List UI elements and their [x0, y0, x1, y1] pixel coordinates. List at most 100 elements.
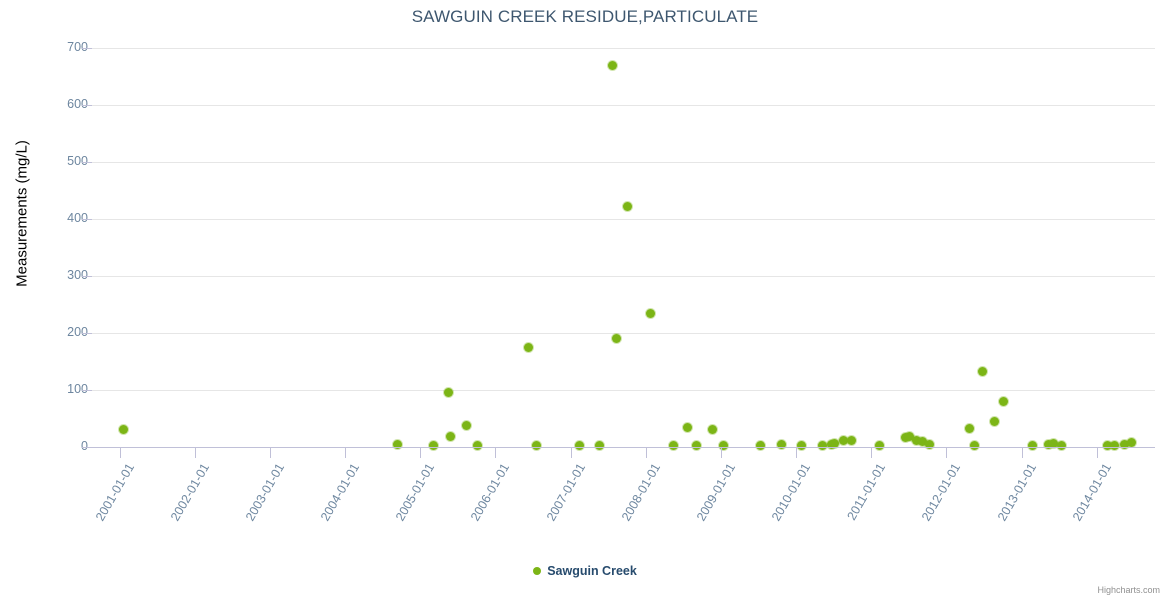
data-point[interactable]	[846, 436, 856, 446]
data-point[interactable]	[428, 441, 438, 451]
data-point[interactable]	[623, 201, 633, 211]
y-tick-label: 400	[67, 211, 88, 225]
data-point[interactable]	[1109, 440, 1119, 450]
data-point[interactable]	[978, 367, 988, 377]
y-tick-label: 700	[67, 40, 88, 54]
data-point[interactable]	[875, 441, 885, 451]
data-point[interactable]	[575, 441, 585, 451]
data-point[interactable]	[839, 435, 849, 445]
x-tick-mark	[946, 448, 948, 458]
data-point[interactable]	[444, 387, 454, 397]
data-point[interactable]	[532, 440, 542, 450]
x-tick-mark	[1021, 448, 1023, 458]
data-point[interactable]	[1127, 437, 1137, 447]
x-tick-label: 2005-01-01	[393, 461, 438, 524]
x-tick-mark	[871, 448, 873, 458]
y-tick-label: 500	[67, 154, 88, 168]
x-tick-label: 2008-01-01	[618, 461, 663, 524]
data-point[interactable]	[904, 432, 914, 442]
y-tick-mark	[82, 333, 92, 334]
x-axis-line	[92, 447, 1155, 448]
data-point[interactable]	[1043, 439, 1053, 449]
x-tick-mark	[645, 448, 647, 458]
gridline	[92, 276, 1155, 277]
y-tick-label: 100	[67, 382, 88, 396]
y-tick-mark	[82, 162, 92, 163]
x-tick-label: 2007-01-01	[543, 461, 588, 524]
chart-legend: Sawguin Creek	[0, 564, 1170, 578]
data-point[interactable]	[719, 441, 729, 451]
data-point[interactable]	[669, 441, 679, 451]
chart-title: SAWGUIN CREEK RESIDUE,PARTICULATE	[411, 7, 759, 26]
data-point[interactable]	[1049, 439, 1059, 449]
data-point[interactable]	[796, 440, 806, 450]
legend-marker-icon	[533, 567, 542, 575]
x-tick-label: 2006-01-01	[468, 461, 513, 524]
data-point[interactable]	[776, 440, 786, 450]
y-tick-label: 200	[67, 325, 88, 339]
data-point[interactable]	[392, 439, 402, 449]
data-point[interactable]	[523, 342, 533, 352]
credits-link[interactable]: Highcharts.com	[1097, 585, 1160, 595]
data-point[interactable]	[472, 441, 482, 451]
y-tick-mark	[82, 219, 92, 220]
x-tick-mark	[721, 448, 723, 458]
gridline	[92, 390, 1155, 391]
data-point[interactable]	[912, 435, 922, 445]
data-point[interactable]	[964, 423, 974, 433]
data-point[interactable]	[924, 439, 934, 449]
data-point[interactable]	[646, 308, 656, 318]
x-tick-mark	[495, 448, 497, 458]
x-tick-mark	[344, 448, 346, 458]
x-tick-label: 2004-01-01	[318, 461, 363, 524]
data-point[interactable]	[446, 431, 456, 441]
data-point[interactable]	[755, 440, 765, 450]
x-tick-mark	[570, 448, 572, 458]
gridline	[92, 105, 1155, 106]
data-point[interactable]	[682, 422, 692, 432]
plot-area	[92, 48, 1155, 451]
x-tick-label: 2002-01-01	[167, 461, 212, 524]
data-point[interactable]	[1057, 440, 1067, 450]
x-tick-mark	[194, 448, 196, 458]
data-point[interactable]	[969, 441, 979, 451]
legend-item-label: Sawguin Creek	[547, 564, 637, 578]
data-point[interactable]	[707, 425, 717, 435]
gridline	[92, 48, 1155, 49]
y-tick-label: 0	[81, 439, 88, 453]
y-tick-mark	[82, 105, 92, 106]
data-point[interactable]	[594, 441, 604, 451]
data-point[interactable]	[1120, 440, 1130, 450]
y-tick-mark	[82, 276, 92, 277]
x-tick-label: 2013-01-01	[994, 461, 1039, 524]
x-tick-label: 2012-01-01	[919, 461, 964, 524]
data-point[interactable]	[692, 441, 702, 451]
y-tick-mark	[82, 390, 92, 391]
y-tick-mark	[82, 48, 92, 49]
x-tick-label: 2009-01-01	[694, 461, 739, 524]
data-point[interactable]	[989, 416, 999, 426]
data-point[interactable]	[1102, 440, 1112, 450]
gridline	[92, 162, 1155, 163]
data-point[interactable]	[829, 438, 839, 448]
gridline	[92, 333, 1155, 334]
gridline	[92, 219, 1155, 220]
data-point[interactable]	[999, 397, 1009, 407]
legend-item-sawguin-creek[interactable]: Sawguin Creek	[533, 564, 637, 578]
x-tick-label: 2010-01-01	[769, 461, 814, 524]
data-point[interactable]	[612, 334, 621, 344]
x-tick-mark	[269, 448, 271, 458]
x-tick-label: 2001-01-01	[92, 461, 137, 524]
x-tick-label: 2003-01-01	[242, 461, 287, 524]
data-point[interactable]	[1027, 440, 1037, 450]
y-tick-label: 600	[67, 97, 88, 111]
x-tick-mark	[1096, 448, 1098, 458]
x-tick-label: 2011-01-01	[844, 461, 889, 523]
data-point[interactable]	[818, 440, 828, 450]
data-point[interactable]	[917, 437, 927, 447]
data-point[interactable]	[608, 60, 618, 70]
y-tick-label: 300	[67, 268, 88, 282]
data-point[interactable]	[462, 421, 472, 431]
data-point[interactable]	[118, 425, 128, 435]
